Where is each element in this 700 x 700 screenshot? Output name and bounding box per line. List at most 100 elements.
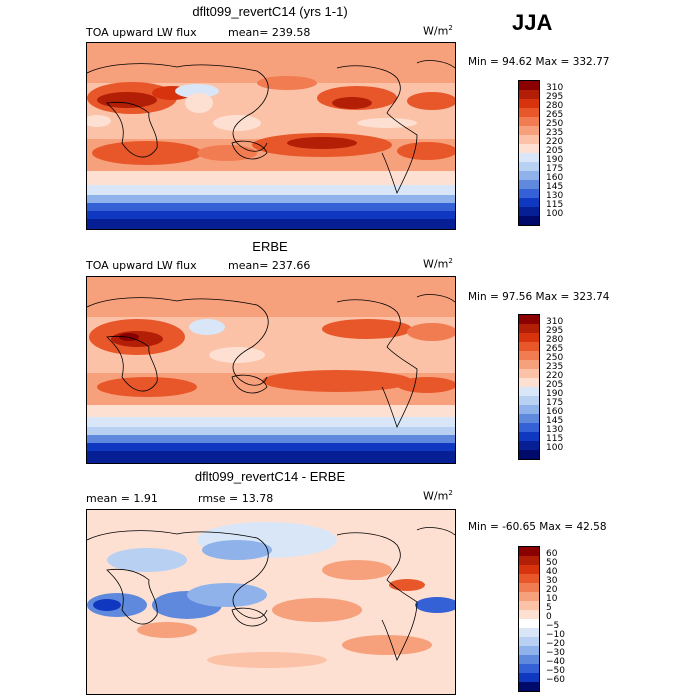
colorbar-swatch: [519, 198, 539, 207]
field-blob: [357, 118, 417, 128]
colorbar-swatch: [519, 414, 539, 423]
panel-3-title: dflt099_revertC14 - ERBE: [194, 469, 346, 484]
field-band: [87, 405, 455, 417]
panel-1-colorbar: [518, 80, 540, 226]
colorbar-tick-label: 160: [546, 407, 564, 417]
colorbar-swatch: [519, 108, 539, 117]
panel-3-min-max: Min = -60.65 Max = 42.58: [468, 521, 607, 533]
field-blob: [322, 319, 412, 339]
panel-1-min-max: Min = 94.62 Max = 332.77: [468, 56, 610, 68]
colorbar-swatch: [519, 646, 539, 655]
field-band: [87, 195, 455, 203]
panel-2-min-max: Min = 97.56 Max = 323.74: [468, 291, 610, 303]
colorbar-swatch: [519, 574, 539, 583]
colorbar-swatch: [519, 441, 539, 450]
colorbar-swatch: [519, 583, 539, 592]
field-blob: [287, 137, 357, 149]
colorbar-swatch: [519, 180, 539, 189]
colorbar-swatch: [519, 90, 539, 99]
field-blob: [342, 635, 432, 655]
field-blob: [257, 76, 317, 90]
colorbar-swatch: [519, 315, 539, 324]
colorbar-tick-label: 235: [546, 362, 564, 372]
panel-3-rmse-label: rmse = 13.78: [198, 492, 274, 505]
colorbar-swatch: [519, 396, 539, 405]
season-label: JJA: [512, 10, 553, 35]
colorbar-swatch: [519, 162, 539, 171]
colorbar-tick-label: −20: [546, 639, 565, 649]
field-blob: [397, 377, 455, 393]
colorbar-tick-label: 130: [546, 425, 564, 435]
field-blob: [107, 548, 187, 572]
field-blob: [209, 347, 265, 363]
panel-1-map: [86, 42, 456, 230]
colorbar-tick-label: 265: [546, 110, 564, 120]
colorbar-tick-label: 5: [546, 603, 552, 613]
colorbar-swatch: [519, 432, 539, 441]
colorbar-tick-label: 130: [546, 191, 564, 201]
field-blob: [397, 142, 455, 160]
coastlines: [87, 60, 455, 195]
field-band: [87, 219, 455, 229]
colorbar-swatch: [519, 673, 539, 682]
panel-2-colorbar: [518, 314, 540, 460]
colorbar-tick-label: −30: [546, 648, 565, 658]
field-blob: [187, 583, 267, 607]
coastlines: [87, 527, 455, 662]
colorbar-tick-label: 175: [546, 164, 564, 174]
field-blob: [322, 560, 392, 580]
colorbar-swatch: [519, 592, 539, 601]
colorbar-tick-label: −50: [546, 666, 565, 676]
colorbar-tick-label: 30: [546, 576, 558, 586]
panel-1-mean-label: mean= 239.58: [228, 26, 311, 39]
field-blob: [97, 92, 157, 108]
colorbar-tick-label: 265: [546, 344, 564, 354]
colorbar-swatch: [519, 565, 539, 574]
colorbar-swatch: [519, 601, 539, 610]
panel-3-units: W/m2: [423, 489, 453, 503]
field-band: [87, 451, 455, 463]
colorbar-tick-label: 220: [546, 137, 564, 147]
field-blob: [92, 141, 202, 165]
panel-2-mean-label: mean= 237.66: [228, 259, 311, 272]
field-blob: [202, 540, 272, 560]
panel-1-units: W/m2: [423, 24, 453, 38]
field-band: [87, 171, 455, 185]
colorbar-swatch: [519, 126, 539, 135]
colorbar-swatch: [519, 99, 539, 108]
field-blob: [389, 579, 425, 591]
colorbar-tick-label: 205: [546, 380, 564, 390]
field-blob: [93, 599, 121, 611]
colorbar-tick-label: 100: [546, 443, 564, 453]
colorbar-tick-label: 205: [546, 146, 564, 156]
colorbar-tick-label: 295: [546, 326, 564, 336]
colorbar-swatch: [519, 135, 539, 144]
panel-1-variable-label: TOA upward LW flux: [86, 26, 197, 39]
colorbar-swatch: [519, 153, 539, 162]
colorbar-swatch: [519, 324, 539, 333]
colorbar-tick-label: 20: [546, 585, 558, 595]
colorbar-tick-label: 145: [546, 416, 564, 426]
colorbar-tick-label: 190: [546, 389, 564, 399]
field-blob: [207, 652, 327, 668]
field-blob: [87, 115, 111, 127]
colorbar-swatch: [519, 405, 539, 414]
colorbar-tick-label: 310: [546, 83, 564, 93]
field-blob: [407, 323, 455, 341]
field-band: [87, 185, 455, 195]
colorbar-swatch: [519, 144, 539, 153]
colorbar-swatch: [519, 351, 539, 360]
colorbar-tick-label: −10: [546, 630, 565, 640]
colorbar-swatch: [519, 333, 539, 342]
colorbar-swatch: [519, 610, 539, 619]
panel-2-units: W/m2: [423, 257, 453, 271]
panel-2-title: ERBE: [252, 239, 288, 254]
colorbar-swatch: [519, 619, 539, 628]
colorbar-swatch: [519, 664, 539, 673]
colorbar-swatch: [519, 216, 539, 225]
colorbar-tick-label: 60: [546, 549, 558, 559]
colorbar-swatch: [519, 637, 539, 646]
panel-3-map: [86, 509, 456, 695]
colorbar-tick-label: 40: [546, 567, 558, 577]
field-band: [87, 203, 455, 211]
